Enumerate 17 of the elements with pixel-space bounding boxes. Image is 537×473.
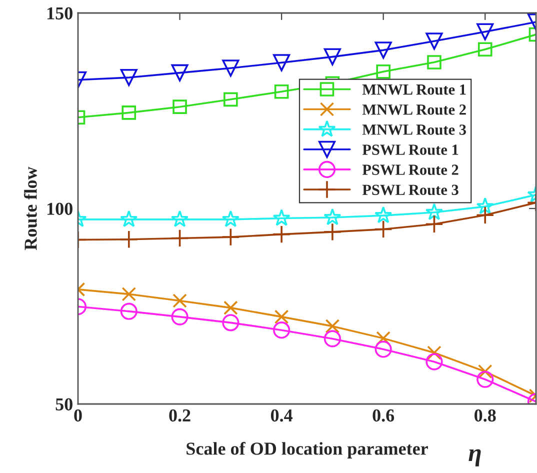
x-tick-label: 0.2 bbox=[169, 409, 190, 422]
x-axis-title: Scale of OD location parameter bbox=[186, 442, 428, 458]
y-tick-label: 100 bbox=[48, 202, 72, 215]
x-tick-label: 0.4 bbox=[270, 409, 293, 422]
legend-label: PSWL Route 1 bbox=[362, 144, 458, 155]
text: η bbox=[468, 449, 481, 466]
legend-label: MNWL Route 3 bbox=[362, 124, 466, 135]
legend-label: MNWL Route 1 bbox=[362, 84, 466, 95]
y-tick-label: 150 bbox=[48, 7, 72, 20]
legend-label: MNWL Route 2 bbox=[362, 104, 466, 115]
x-tick-label: 0 bbox=[74, 409, 82, 422]
x-tick-label: 0.8 bbox=[474, 409, 496, 422]
x-tick-label: 0.6 bbox=[372, 409, 394, 422]
legend-label: PSWL Route 2 bbox=[362, 164, 458, 176]
legend-label: PSWL Route 3 bbox=[362, 184, 458, 196]
y-axis-title: Route flow bbox=[24, 166, 37, 250]
y-tick-label: 50 bbox=[56, 398, 72, 410]
